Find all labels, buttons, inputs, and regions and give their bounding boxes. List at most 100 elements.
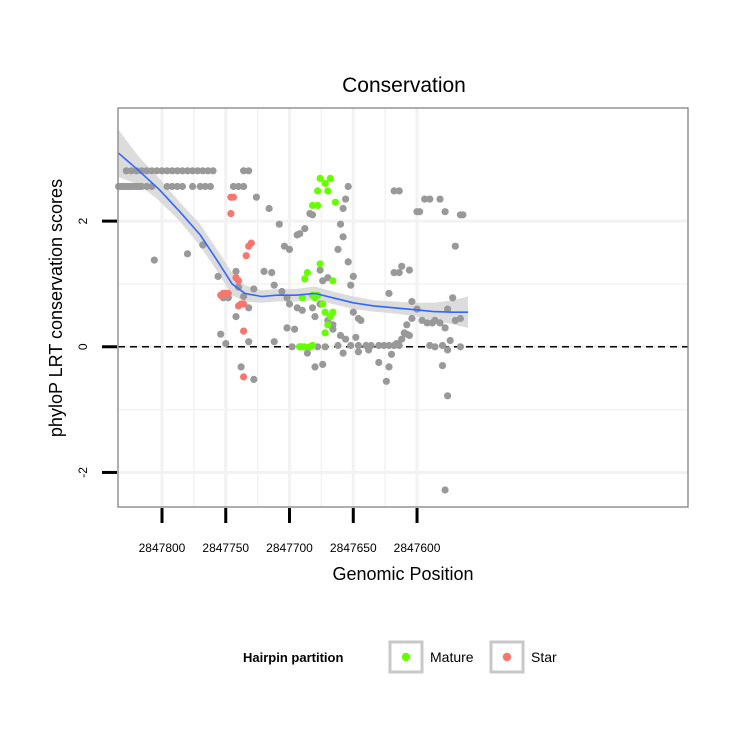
point-other [441, 486, 449, 494]
point-star [224, 289, 232, 297]
legend-title: Hairpin partition [243, 650, 343, 665]
point-other [398, 335, 406, 343]
point-other [283, 324, 291, 332]
point-other [291, 325, 299, 333]
point-mature [324, 321, 332, 329]
point-other [234, 182, 243, 191]
point-other [268, 269, 276, 277]
point-other [265, 204, 273, 213]
point-other [347, 341, 355, 350]
point-other [456, 343, 464, 351]
point-mature [314, 187, 322, 195]
point-other [395, 269, 403, 277]
point-other [423, 319, 431, 327]
point-other [232, 313, 240, 321]
point-other [270, 338, 278, 346]
point-other [308, 211, 317, 219]
smooth-confidence-band [118, 130, 468, 328]
point-other [449, 294, 457, 302]
point-other [178, 182, 186, 191]
point-other [201, 182, 209, 191]
x-tick-label: 2847750 [202, 541, 249, 555]
point-other [398, 262, 406, 270]
point-other [426, 195, 434, 203]
point-other [357, 316, 365, 324]
point-mature [316, 174, 324, 182]
point-other [444, 346, 452, 354]
point-other [431, 343, 439, 351]
point-other [214, 272, 222, 280]
point-other [163, 167, 171, 175]
x-tick-label: 2847650 [330, 541, 377, 555]
point-other [344, 258, 352, 266]
point-other [222, 340, 230, 348]
point-other [245, 167, 253, 175]
point-star [234, 277, 243, 285]
y-tick-label: -2 [76, 467, 90, 478]
point-other [436, 319, 444, 327]
legend-label-mature: Mature [430, 649, 474, 665]
point-other [385, 363, 393, 371]
point-other [347, 281, 355, 289]
point-mature [319, 300, 327, 308]
point-other [408, 297, 416, 306]
point-mature [301, 275, 309, 283]
point-other [403, 321, 411, 329]
point-mature [316, 260, 324, 268]
point-other [319, 360, 327, 368]
point-other [237, 363, 245, 371]
point-other [390, 269, 398, 277]
point-other [405, 331, 413, 340]
point-other [245, 338, 253, 346]
point-other [354, 341, 362, 350]
point-other [354, 348, 362, 356]
point-other [199, 167, 207, 175]
point-other [178, 167, 186, 175]
point-other [288, 343, 296, 351]
axes: 2847600 2847650 2847700 2847750 2847800 -2 0 2 [76, 217, 441, 555]
point-other [143, 182, 151, 191]
point-other [416, 208, 424, 216]
point-other [303, 349, 311, 357]
point-other [199, 241, 207, 249]
point-other [245, 304, 253, 312]
point-other [168, 167, 176, 175]
point-other [298, 306, 306, 314]
point-other [278, 287, 286, 296]
smooth-confidence-band-layer [118, 130, 468, 328]
x-tick-label: 2847600 [394, 541, 441, 555]
point-other [209, 167, 217, 175]
point-mature [329, 308, 337, 316]
point-other [250, 285, 258, 293]
point-other [390, 187, 398, 195]
point-other [229, 182, 237, 191]
point-other [250, 375, 258, 383]
point-mature [314, 201, 322, 209]
y-tick-label: 2 [76, 217, 90, 224]
point-other [240, 167, 248, 175]
point-other [441, 208, 449, 216]
point-mature [308, 341, 317, 350]
point-other [138, 182, 146, 191]
point-other [365, 346, 373, 354]
point-mature [324, 187, 332, 195]
point-other [194, 167, 202, 175]
point-other [344, 182, 352, 191]
chart-title: Conservation [342, 74, 466, 97]
point-other [385, 289, 393, 297]
point-other [234, 283, 243, 291]
point-other [173, 182, 181, 191]
point-star [247, 239, 255, 247]
point-other [189, 167, 197, 175]
point-other [132, 167, 141, 175]
point-other [408, 314, 416, 323]
point-other [240, 292, 248, 301]
legend: Hairpin partition Mature Star [243, 640, 557, 674]
point-other [183, 250, 192, 258]
point-other [438, 341, 447, 350]
point-other [189, 182, 197, 191]
point-other [321, 343, 329, 351]
point-other [421, 195, 429, 203]
point-mature [326, 174, 334, 182]
point-other [438, 362, 447, 370]
